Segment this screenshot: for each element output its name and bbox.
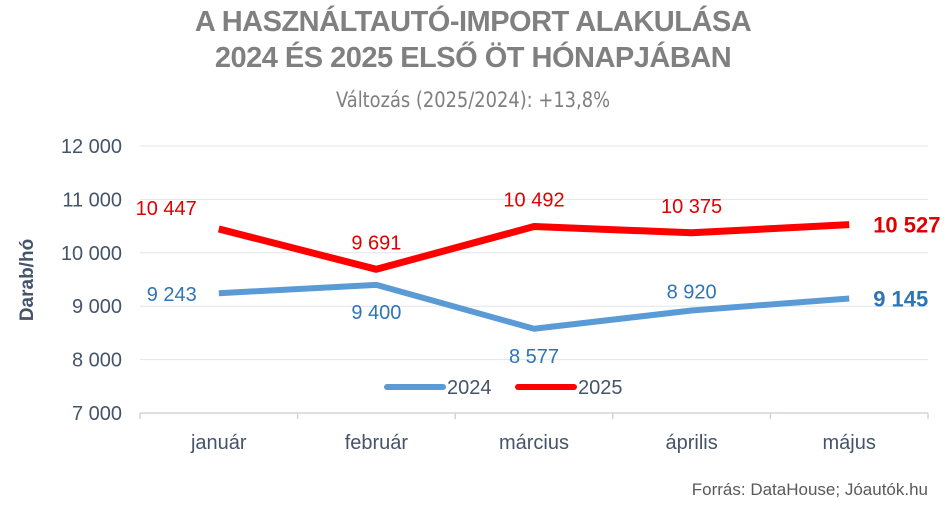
series-line-2024 <box>218 281 850 332</box>
legend-label: 2024 <box>447 377 492 399</box>
x-tick-label: január <box>190 432 247 454</box>
data-label: 10 527 <box>873 213 940 238</box>
y-tick-label: 9 000 <box>72 296 122 318</box>
y-tick-label: 7 000 <box>72 403 122 425</box>
y-tick-label: 11 000 <box>62 189 122 211</box>
data-label: 9 400 <box>351 302 401 324</box>
y-axis-label: Darab/hó <box>17 239 38 321</box>
data-label: 8 577 <box>509 346 559 368</box>
data-label: 8 920 <box>667 281 717 303</box>
series-line-2025 <box>217 221 850 273</box>
y-tick-label: 10 000 <box>61 243 122 265</box>
y-tick-label: 12 000 <box>61 136 122 158</box>
data-label: 10 492 <box>503 190 564 212</box>
legend-label: 2025 <box>578 377 623 399</box>
data-label: 9 145 <box>873 286 928 311</box>
chart-title: A HASZNÁLTAUTÓ-IMPORT ALAKULÁSA <box>194 6 752 38</box>
x-tick-label: február <box>345 432 409 454</box>
data-label: 10 375 <box>661 196 722 218</box>
chart-title-line2: 2024 ÉS 2025 ELSŐ ÖT HÓNAPJÁBAN <box>214 42 732 74</box>
chart-subtitle: Változás (2025/2024): +13,8% <box>335 88 611 112</box>
data-label: 9 691 <box>351 232 401 254</box>
x-tick-label: április <box>665 432 717 454</box>
x-tick-label: május <box>823 432 876 454</box>
data-label: 10 447 <box>136 198 197 220</box>
x-tick-label: március <box>499 432 569 454</box>
y-tick-label: 8 000 <box>72 350 122 372</box>
source-note: Forrás: DataHouse; Jóautók.hu <box>691 480 928 499</box>
data-label: 9 243 <box>147 284 197 306</box>
